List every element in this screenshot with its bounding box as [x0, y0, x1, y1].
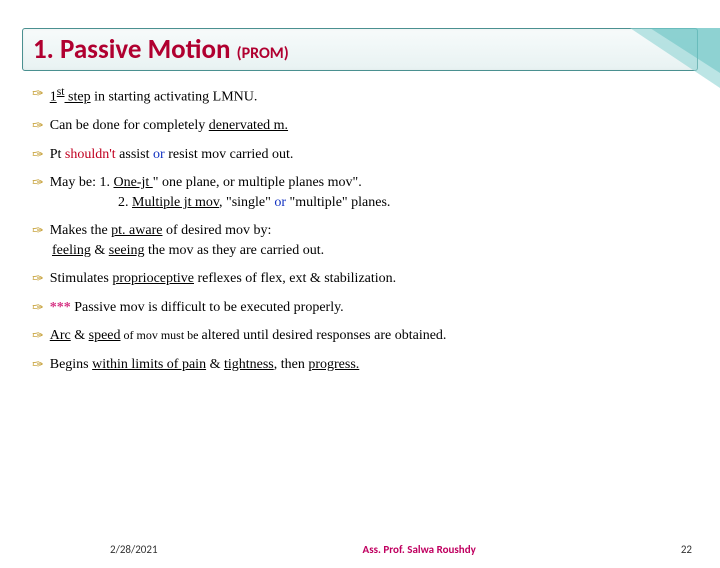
bullet-text: Arc & speed of mov must be altered until… [50, 327, 692, 345]
bullet-text: Makes the pt. aware of desired mov by: [50, 222, 692, 240]
bullet-icon: ✑ [32, 85, 44, 103]
title-sub: (PROM) [237, 44, 289, 63]
footer-author: Ass. Prof. Salwa Roushdy [363, 543, 476, 556]
footer-page: 22 [681, 543, 692, 556]
bullet-icon: ✑ [32, 117, 44, 135]
bullet-icon: ✑ [32, 222, 44, 240]
content-area: ✑ 1st step in starting activating LMNU. … [0, 83, 720, 373]
footer: 2/28/2021 Ass. Prof. Salwa Roushdy 22 [0, 543, 720, 556]
bullet-text: Pt shouldn't assist or resist mov carrie… [50, 146, 692, 164]
bullet-text: Can be done for completely denervated m. [50, 117, 692, 135]
bullet-text: *** Passive mov is difficult to be execu… [50, 299, 692, 317]
bullet-icon: ✑ [32, 270, 44, 288]
bullet-text: May be: 1. One-jt " one plane, or multip… [50, 174, 692, 192]
bullet-item: ✑ 1st step in starting activating LMNU. [32, 85, 692, 106]
bullet-item: ✑ Arc & speed of mov must be altered unt… [32, 327, 692, 345]
corner-decoration-inner [650, 28, 720, 73]
bullet-item: ✑ Makes the pt. aware of desired mov by: [32, 222, 692, 240]
bullet-icon: ✑ [32, 327, 44, 345]
bullet-item: ✑ Can be done for completely denervated … [32, 117, 692, 135]
bullet-text: Begins within limits of pain & tightness… [50, 356, 692, 374]
bullet-item: ✑ May be: 1. One-jt " one plane, or mult… [32, 174, 692, 192]
bullet-subline: feeling & seeing the mov as they are car… [52, 242, 692, 260]
bullet-text: 1st step in starting activating LMNU. [50, 85, 692, 106]
bullet-item: ✑ Begins within limits of pain & tightne… [32, 356, 692, 374]
bullet-icon: ✑ [32, 146, 44, 164]
bullet-icon: ✑ [32, 356, 44, 374]
bullet-item: ✑ Stimulates proprioceptive reflexes of … [32, 270, 692, 288]
footer-date: 2/28/2021 [110, 543, 158, 556]
bullet-icon: ✑ [32, 299, 44, 317]
bullet-item: ✑ Pt shouldn't assist or resist mov carr… [32, 146, 692, 164]
title-main: 1. Passive Motion [33, 33, 237, 66]
bullet-subline: 2. Multiple jt mov, "single" or "multipl… [118, 194, 692, 212]
title-bar: 1. Passive Motion (PROM) [22, 28, 698, 71]
bullet-item: ✑ *** Passive mov is difficult to be exe… [32, 299, 692, 317]
bullet-text: Stimulates proprioceptive reflexes of fl… [50, 270, 692, 288]
bullet-icon: ✑ [32, 174, 44, 192]
